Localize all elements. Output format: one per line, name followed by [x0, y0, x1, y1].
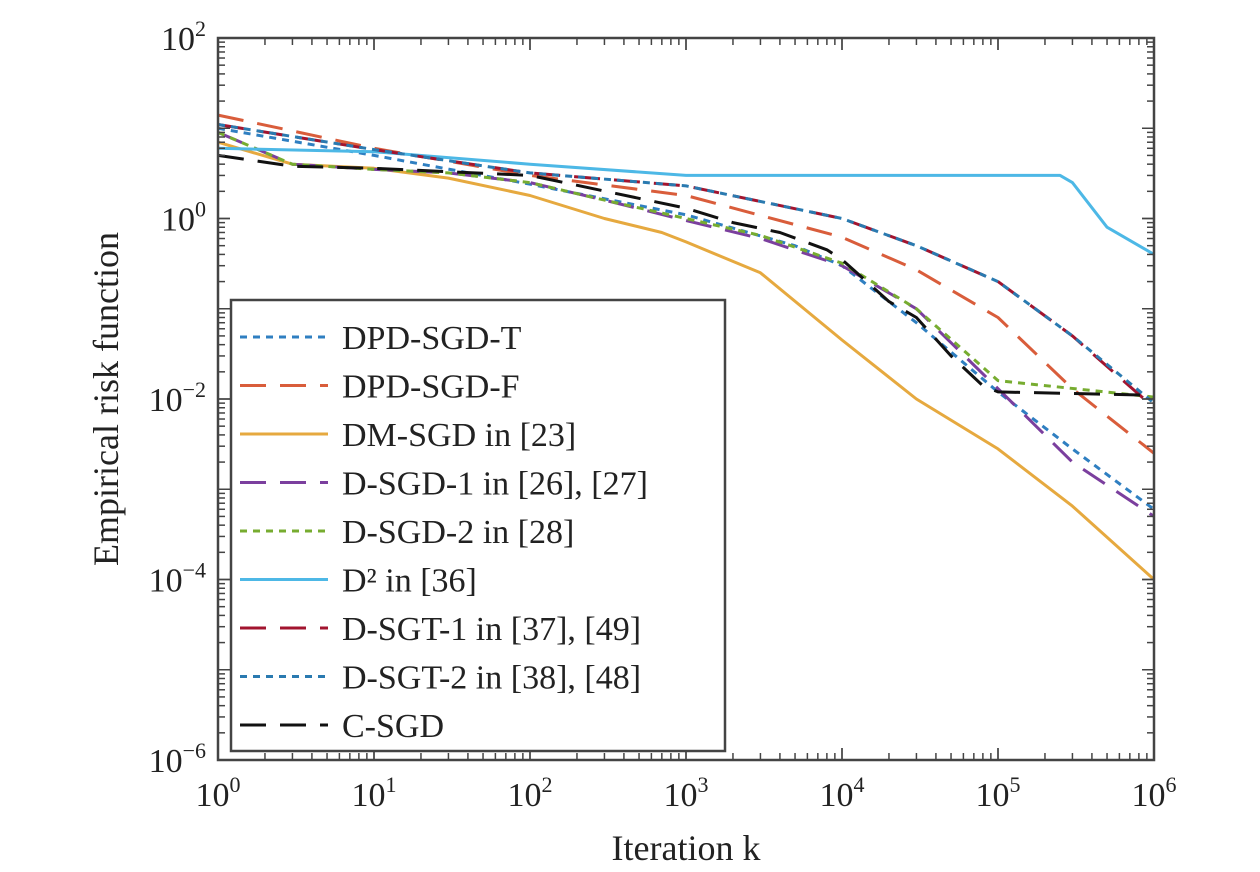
x-tick-label: 102 [508, 772, 553, 814]
series-line-8 [217, 123, 1155, 405]
y-tick-label: 100 [161, 197, 206, 239]
legend-item: C-SGD [240, 708, 444, 745]
x-tick-labels: 100 101 102 103 104 105 106 [196, 772, 1177, 814]
legend-item: D-SGT-1 in [37], [49] [240, 611, 641, 648]
legend-label: D-SGT-1 in [37], [49] [342, 611, 641, 648]
legend-label: D-SGD-2 in [28] [342, 514, 574, 551]
x-tick-label: 103 [664, 772, 709, 814]
x-tick-label: 101 [352, 772, 397, 814]
plot-frame [216, 36, 1156, 762]
y-tick-labels: 102 100 10−2 10−4 10−6 [149, 16, 206, 780]
legend-item: D² in [36] [240, 563, 477, 600]
legend-item: DPD-SGD-F [240, 369, 520, 406]
legend-item: D-SGD-2 in [28] [240, 514, 574, 551]
series-line-9 [217, 153, 1155, 397]
series-layer [217, 113, 1156, 581]
legend-label: D-SGT-2 in [38], [48] [342, 660, 641, 697]
legend-item: DPD-SGD-T [240, 320, 522, 357]
y-tick-label: 10−2 [149, 377, 206, 419]
legend-item: D-SGT-2 in [38], [48] [240, 660, 641, 697]
legend-label: D-SGD-1 in [26], [27] [342, 466, 648, 503]
y-tick-label: 10−4 [149, 558, 206, 600]
legend-item: D-SGD-1 in [26], [27] [240, 466, 648, 503]
legend-label: DPD-SGD-F [342, 369, 520, 406]
x-axis-title: Iteration k [612, 828, 761, 868]
series-line-6 [217, 146, 1155, 256]
legend-label: DM-SGD in [23] [342, 417, 576, 454]
x-tick-label: 105 [976, 772, 1021, 814]
legend-item: DM-SGD in [23] [240, 417, 576, 454]
legend-label: D² in [36] [342, 563, 477, 600]
legend: DPD-SGD-T DPD-SGD-F DM-SGD in [23] D-SGD-1 … [229, 298, 727, 753]
legend-label: DPD-SGD-T [342, 320, 522, 357]
legend-box [229, 298, 727, 753]
x-tick-label: 104 [820, 772, 865, 814]
x-tick-label: 100 [196, 772, 241, 814]
y-tick-label: 10−6 [149, 738, 206, 780]
y-tick-label: 102 [161, 16, 206, 58]
y-axis-title: Empirical risk function [86, 232, 126, 566]
x-tick-label: 106 [1132, 772, 1177, 814]
legend-label: C-SGD [342, 708, 444, 745]
legend-items: DPD-SGD-T DPD-SGD-F DM-SGD in [23] D-SGD-1 … [240, 320, 648, 745]
